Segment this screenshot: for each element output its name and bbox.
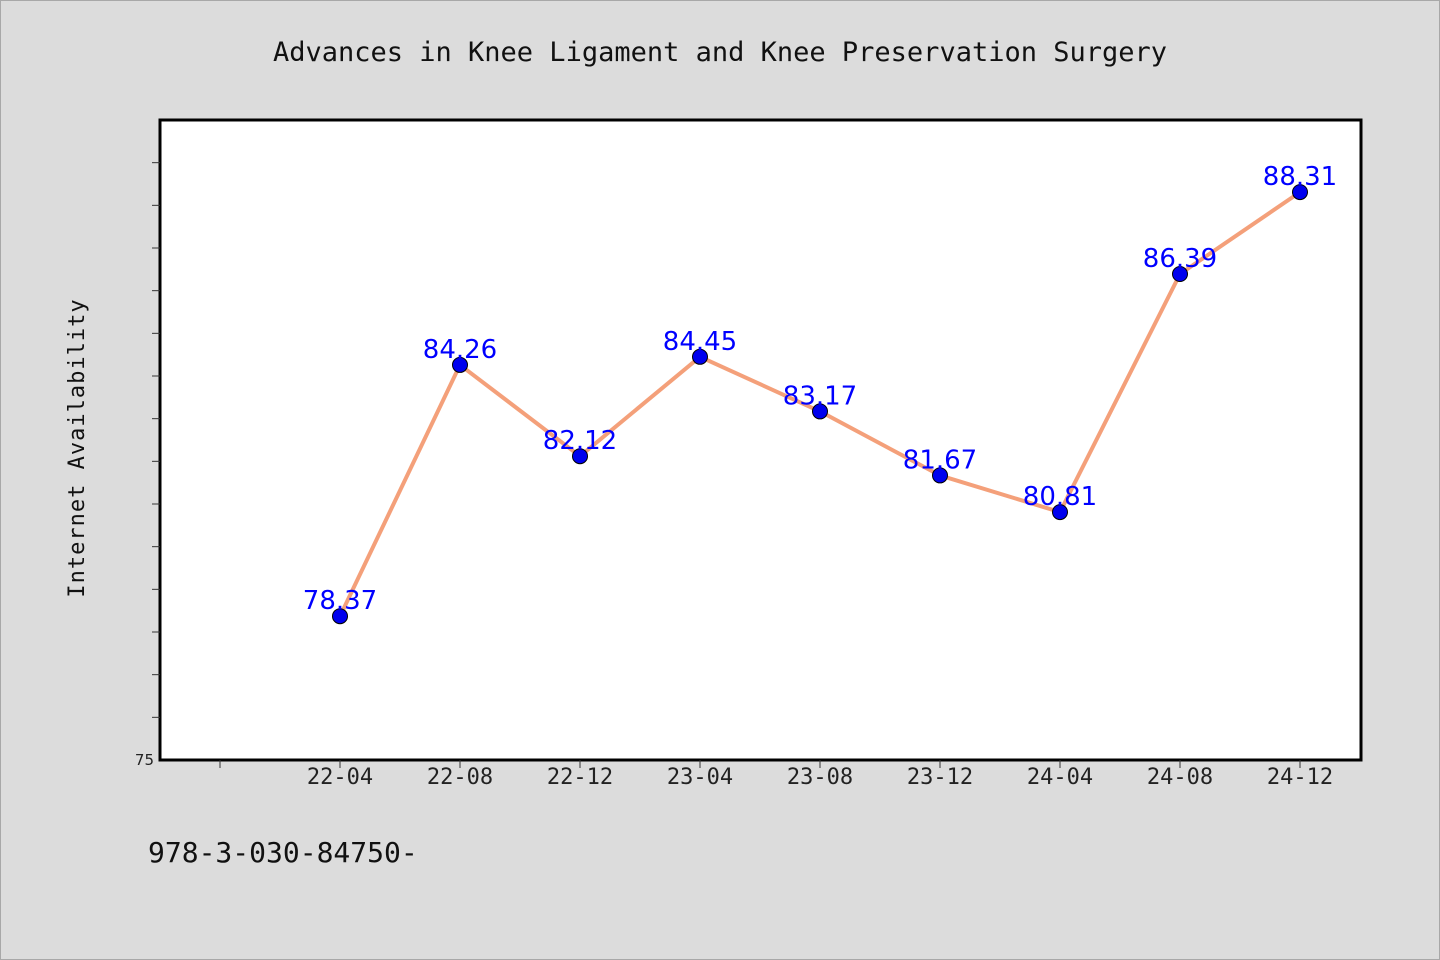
y-axis-label: Internet Availability	[65, 298, 90, 597]
x-axis-ticks: 22-04 22-08 22-12 23-04 23-08 23-12 24-04 24-08…	[219, 760, 1333, 790]
x-tick-label: 24-12	[1267, 765, 1333, 790]
x-tick-label: 22-08	[427, 765, 493, 790]
data-point	[572, 448, 588, 465]
data-point	[812, 403, 828, 420]
y-tick-label: 75	[135, 751, 154, 769]
data-label: 84.26	[423, 335, 497, 365]
data-label: 88.31	[1263, 162, 1337, 192]
data-point	[692, 348, 708, 365]
data-label: 86.39	[1143, 244, 1217, 274]
x-tick-label: 24-08	[1147, 765, 1213, 790]
series-group: 78.37 84.26 82.12 84.45 83.17 81.67 80.81 86.39…	[303, 162, 1337, 625]
x-tick-label: 23-04	[667, 765, 733, 790]
plot-area	[158, 118, 1363, 762]
x-tick-label: 22-12	[547, 765, 613, 790]
data-point	[932, 467, 948, 484]
y-axis-ticks: 75	[135, 162, 160, 769]
x-tick-label: 24-04	[1027, 765, 1093, 790]
data-label: 82.12	[543, 426, 617, 456]
chart-title: Advances in Knee Ligament and Knee Prese…	[273, 37, 1167, 68]
data-label: 80.81	[1023, 482, 1097, 512]
data-point	[452, 356, 468, 373]
data-label: 78.37	[303, 586, 377, 616]
data-label: 84.45	[663, 327, 737, 357]
data-point	[1292, 184, 1308, 201]
data-point	[332, 608, 348, 625]
data-label: 81.67	[903, 445, 977, 475]
data-point	[1172, 266, 1188, 283]
x-tick-label: 22-04	[307, 765, 373, 790]
data-label: 83.17	[783, 381, 857, 411]
data-point	[1052, 504, 1068, 521]
footnote: 978-3-030-84750-	[148, 836, 418, 869]
x-tick-label: 23-08	[787, 765, 853, 790]
x-tick-label: 23-12	[907, 765, 973, 790]
